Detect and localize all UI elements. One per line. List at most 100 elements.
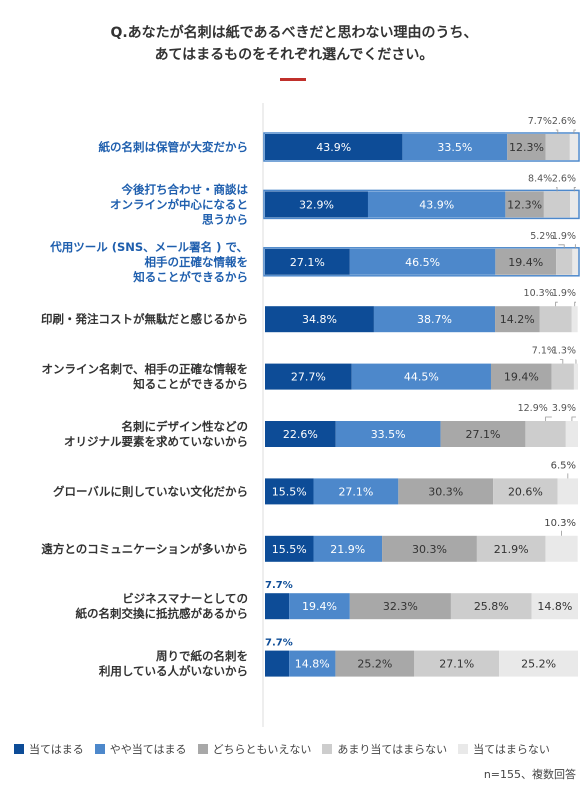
data-label-4-1: 34.8% <box>302 313 337 326</box>
category-label-2-line1: 今後打ち合わせ・商談は <box>121 182 249 196</box>
category-label-3-line1: 代用ツール (SNS、メール署名 ) で、 <box>49 240 248 254</box>
sample-size-note: n=155、複数回答 <box>483 768 576 781</box>
category-label-5-line1: オンライン名刺で、相手の正確な情報を <box>41 362 248 376</box>
category-label-9-line2: 紙の名刺交換に抵抗感があるから <box>76 607 249 621</box>
bar-segment-2-5 <box>570 191 579 218</box>
bar-segment-9-2 <box>289 593 350 620</box>
bar-segment-3-2 <box>349 248 496 275</box>
legend-item-1: 当てはまる <box>14 741 84 757</box>
data-label-2-3: 12.3% <box>507 198 542 211</box>
bar-segment-8-3 <box>382 535 477 562</box>
bar-segment-5-2 <box>351 363 491 390</box>
bar-segment-5-4 <box>551 363 574 390</box>
legend-item-4: あまり当てはまらない <box>322 741 447 757</box>
bar-segment-8-1 <box>265 535 314 562</box>
bar-segment-4-2 <box>373 306 496 333</box>
data-label-6-1: 22.6% <box>283 428 318 441</box>
data-label-4-2: 38.7% <box>417 313 452 326</box>
callout-line-3-4 <box>558 244 565 249</box>
callout-line-2-5 <box>573 186 576 192</box>
question-title: Q.あなたが名刺は紙であるべきだと思わない理由のうち、 あてはまるものをそれぞれ… <box>0 22 588 66</box>
data-label-8-3: 30.3% <box>412 543 447 556</box>
legend-swatch-4 <box>322 744 333 754</box>
data-label-8-1: 15.5% <box>272 543 307 556</box>
data-label-4-3: 14.2% <box>500 313 535 326</box>
category-label-3-line3: 知ることができるから <box>132 270 248 284</box>
question-title-line1: Q.あなたが名刺は紙であるべきだと思わない理由のうち、 <box>110 25 478 41</box>
category-label-4: 印刷・発注コストが無駄だと感じるから <box>41 312 248 326</box>
callout-line-1-5 <box>573 129 576 134</box>
legend-label-5: 当てはまらない <box>473 743 550 756</box>
bar-segment-1-4 <box>545 134 570 160</box>
data-label-8-4: 21.9% <box>494 543 529 556</box>
bar-segment-10-4 <box>414 650 500 677</box>
bar-segment-10-2 <box>289 650 336 677</box>
bar-segment-6-2 <box>335 421 441 447</box>
category-label-7: グローバルに則していない文化だから <box>53 484 248 498</box>
bar-segment-3-4 <box>556 248 573 275</box>
data-label-5-4: 7.1% <box>532 346 556 357</box>
legend-item-2: やや当てはまる <box>94 741 187 757</box>
bar-segment-5-1 <box>265 363 352 390</box>
data-label-9-4: 25.8% <box>474 600 509 613</box>
bar-segment-8-2 <box>313 535 383 562</box>
data-label-9-3: 32.3% <box>383 600 418 613</box>
title-accent-rule <box>280 78 306 81</box>
category-label-1: 紙の名刺は保管が大変だから <box>99 140 249 154</box>
data-label-8-2: 21.9% <box>330 543 365 556</box>
category-label-8: 遠方とのコミュニケーションが多いから <box>41 542 248 556</box>
bar-segment-10-5 <box>499 650 578 677</box>
data-label-3-2: 46.5% <box>405 256 440 269</box>
bar-segment-4-4 <box>539 306 572 333</box>
data-label-9-1: 7.7% <box>265 580 293 591</box>
callout-line-6-5 <box>571 416 576 421</box>
data-label-1-5: 2.6% <box>552 116 576 127</box>
bar-segment-2-3 <box>505 191 544 218</box>
data-label-5-1: 27.7% <box>291 371 326 384</box>
bar-segment-8-5 <box>545 535 578 562</box>
data-label-3-1: 27.1% <box>290 256 325 269</box>
bar-highlight-2 <box>263 189 580 220</box>
category-label-2-line3: 思うから <box>202 212 248 226</box>
category-label-6-line1: 名刺にデザイン性などの <box>122 420 249 434</box>
data-label-6-3: 27.1% <box>466 428 501 441</box>
data-label-2-1: 32.9% <box>299 198 334 211</box>
legend-item-3: どちらともいえない <box>197 741 312 757</box>
category-label-10-line1: 周りで紙の名刺を <box>156 649 248 663</box>
callout-line-1-4 <box>555 129 559 134</box>
data-label-1-3: 12.3% <box>509 141 544 154</box>
bar-segment-6-5 <box>565 421 578 447</box>
bar-segment-7-1 <box>265 478 314 505</box>
data-label-9-5: 14.8% <box>537 600 572 613</box>
bar-segment-10-1 <box>265 650 290 677</box>
data-label-5-3: 19.4% <box>504 371 539 384</box>
bar-segment-6-3 <box>440 421 526 447</box>
data-label-2-2: 43.9% <box>419 198 454 211</box>
legend-label-1: 当てはまる <box>29 743 84 756</box>
category-label-6-line2: オリジナル要素を求めていないから <box>64 435 248 449</box>
data-label-6-5: 3.9% <box>552 403 576 414</box>
category-label-5-line2: 知ることができるから <box>132 377 248 391</box>
bar-segment-9-1 <box>265 593 290 620</box>
data-label-10-2: 14.8% <box>295 658 330 671</box>
bar-segment-5-3 <box>490 363 552 390</box>
bar-segment-7-2 <box>313 478 399 505</box>
data-label-2-4: 8.4% <box>528 173 552 184</box>
callout-line-4-5 <box>574 301 576 307</box>
chart-legend: 当てはまる やや当てはまる どちらともいえない あまり当てはまらない 当てはまら… <box>14 740 580 758</box>
legend-label-3: どちらともいえない <box>212 743 312 756</box>
bar-segment-8-4 <box>476 535 546 562</box>
data-label-7-2: 27.1% <box>338 485 373 498</box>
bar-segment-4-5 <box>571 306 578 333</box>
bar-segment-2-4 <box>543 191 571 218</box>
bar-segment-7-3 <box>398 478 494 505</box>
bar-segment-1-3 <box>507 134 546 160</box>
data-label-10-1: 7.7% <box>265 638 293 649</box>
bar-segment-4-3 <box>495 306 540 333</box>
data-label-10-3: 25.2% <box>357 658 392 671</box>
category-label-10-line2: 利用している人がいないから <box>98 664 248 678</box>
legend-swatch-3 <box>197 744 208 754</box>
bar-segment-2-2 <box>367 191 506 218</box>
bar-segment-1-2 <box>402 134 508 160</box>
